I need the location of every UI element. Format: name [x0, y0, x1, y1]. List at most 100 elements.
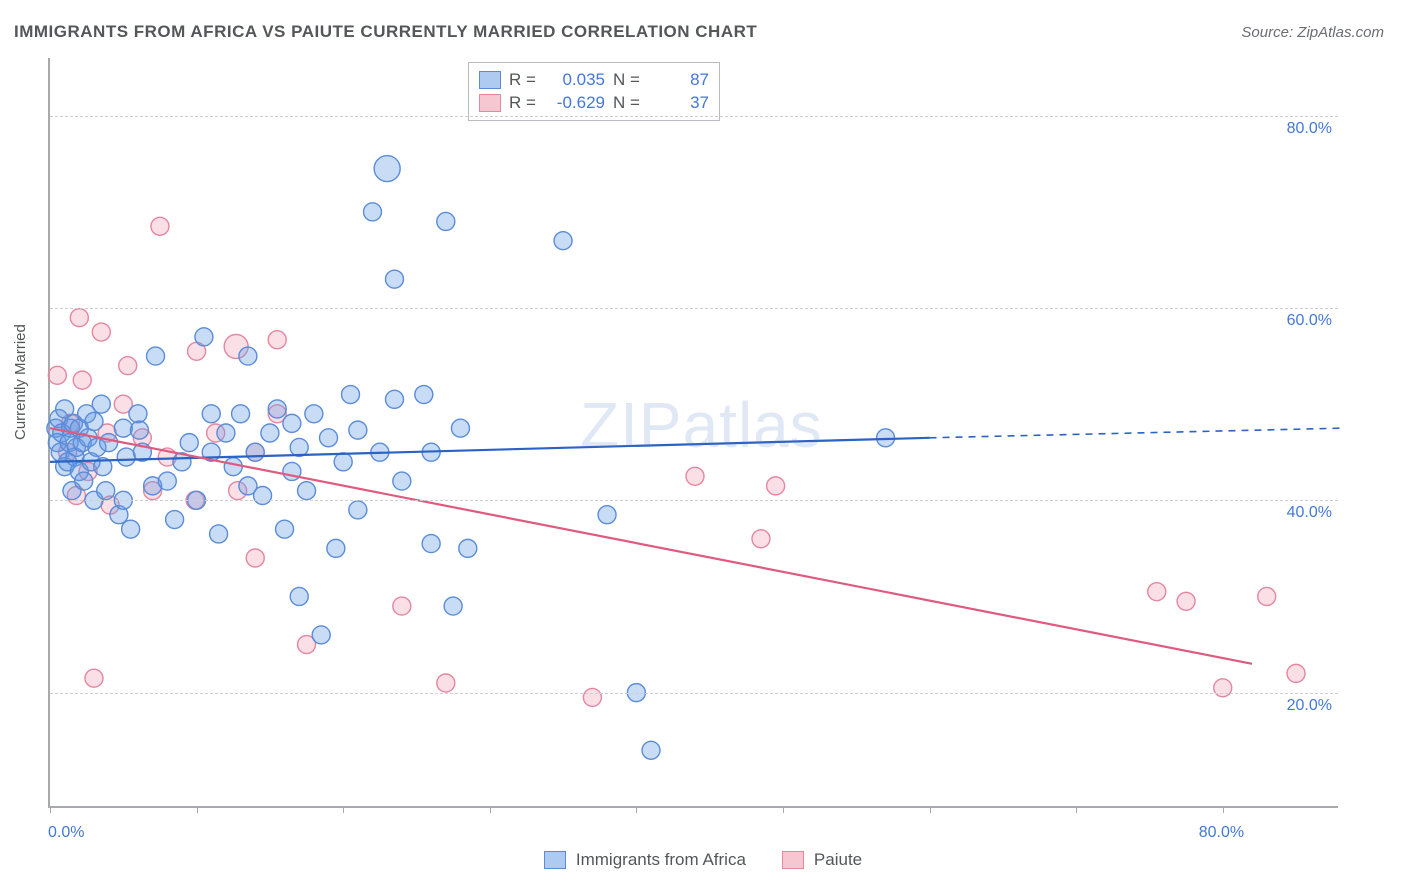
data-point	[444, 597, 462, 615]
data-point	[217, 424, 235, 442]
data-point	[75, 472, 93, 490]
y-tick-label: 80.0%	[1287, 120, 1332, 138]
data-point	[298, 482, 316, 500]
data-point	[374, 156, 400, 182]
data-point	[85, 412, 103, 430]
x-tick	[343, 806, 344, 813]
data-point	[117, 448, 135, 466]
legend-item-b: Paiute	[782, 850, 862, 870]
y-tick-label: 20.0%	[1287, 697, 1332, 715]
data-point	[752, 530, 770, 548]
swatch-series-a	[479, 71, 501, 89]
data-point	[583, 688, 601, 706]
data-point	[642, 741, 660, 759]
data-point	[119, 357, 137, 375]
swatch-series-a	[544, 851, 566, 869]
data-point	[97, 482, 115, 500]
swatch-series-b	[479, 94, 501, 112]
data-point	[305, 405, 323, 423]
data-point	[393, 597, 411, 615]
data-point	[224, 458, 242, 476]
data-point	[1258, 587, 1276, 605]
r-label: R =	[509, 93, 541, 113]
data-point	[327, 539, 345, 557]
data-point	[261, 424, 279, 442]
data-point	[1177, 592, 1195, 610]
data-point	[767, 477, 785, 495]
gridline	[50, 308, 1338, 309]
trendline-a-dashed	[930, 428, 1340, 438]
data-point	[70, 309, 88, 327]
data-point	[210, 525, 228, 543]
gridline	[50, 116, 1338, 117]
data-point	[130, 421, 148, 439]
gridline	[50, 500, 1338, 501]
data-point	[254, 487, 272, 505]
data-point	[290, 438, 308, 456]
data-point	[385, 270, 403, 288]
data-point	[202, 405, 220, 423]
x-tick	[636, 806, 637, 813]
data-point	[349, 421, 367, 439]
r-label: R =	[509, 70, 541, 90]
legend-row-series-b: R = -0.629 N = 37	[479, 93, 709, 113]
data-point	[393, 472, 411, 490]
data-point	[415, 386, 433, 404]
legend-item-a: Immigrants from Africa	[544, 850, 746, 870]
data-point	[364, 203, 382, 221]
trendline-b	[50, 428, 1252, 664]
x-tick	[50, 806, 51, 813]
data-point	[320, 429, 338, 447]
x-axis-label-right: 80.0%	[1199, 824, 1244, 842]
data-point	[48, 366, 66, 384]
y-tick-label: 60.0%	[1287, 312, 1332, 330]
data-point	[114, 419, 132, 437]
n-label: N =	[613, 70, 645, 90]
data-point	[268, 331, 286, 349]
n-value-a: 87	[653, 70, 709, 90]
x-tick	[930, 806, 931, 813]
data-point	[686, 467, 704, 485]
data-point	[349, 501, 367, 519]
n-label: N =	[613, 93, 645, 113]
data-point	[246, 443, 264, 461]
scatter-plot-area: ZIPatlas R = 0.035 N = 87 R = -0.629 N =…	[48, 58, 1338, 808]
data-point	[129, 405, 147, 423]
data-point	[342, 386, 360, 404]
data-point	[122, 520, 140, 538]
data-point	[85, 669, 103, 687]
data-point	[158, 472, 176, 490]
data-point	[73, 371, 91, 389]
data-point	[437, 212, 455, 230]
data-point	[1214, 679, 1232, 697]
data-point	[151, 217, 169, 235]
correlation-legend: R = 0.035 N = 87 R = -0.629 N = 37	[468, 62, 720, 121]
data-point	[598, 506, 616, 524]
data-point	[1148, 583, 1166, 601]
data-point	[554, 232, 572, 250]
data-point	[451, 419, 469, 437]
gridline	[50, 693, 1338, 694]
source-attribution: Source: ZipAtlas.com	[1241, 24, 1384, 41]
data-point	[385, 390, 403, 408]
x-tick	[197, 806, 198, 813]
legend-row-series-a: R = 0.035 N = 87	[479, 70, 709, 90]
y-axis-label: Currently Married	[12, 324, 29, 440]
data-point	[334, 453, 352, 471]
swatch-series-b	[782, 851, 804, 869]
x-tick	[783, 806, 784, 813]
legend-label-a: Immigrants from Africa	[576, 850, 746, 870]
data-point	[1287, 664, 1305, 682]
x-tick	[490, 806, 491, 813]
data-point	[246, 549, 264, 567]
series-legend: Immigrants from Africa Paiute	[0, 850, 1406, 870]
data-point	[290, 587, 308, 605]
data-point	[232, 405, 250, 423]
data-point	[92, 323, 110, 341]
data-point	[180, 434, 198, 452]
data-point	[195, 328, 213, 346]
data-point	[283, 414, 301, 432]
data-point	[100, 434, 118, 452]
data-point	[312, 626, 330, 644]
legend-label-b: Paiute	[814, 850, 862, 870]
